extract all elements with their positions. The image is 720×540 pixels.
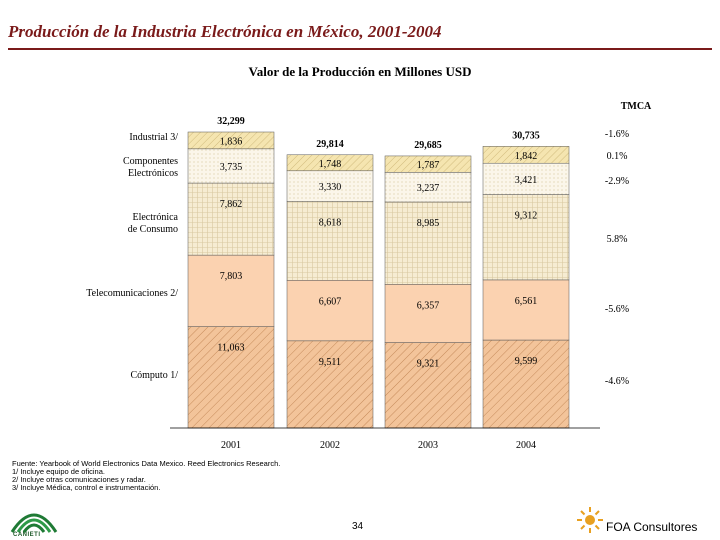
footnote-3: 3/ Incluye Médica, control e instrumenta…	[12, 483, 161, 492]
legend-label: Electrónicos	[128, 168, 178, 179]
x-tick-label: 2004	[516, 440, 536, 451]
bar-total-label: 30,735	[512, 130, 540, 141]
bar-value-label: 1,842	[515, 151, 538, 162]
bar-value-label: 8,985	[417, 218, 440, 229]
bar-segment	[384, 284, 472, 343]
bar-segment	[482, 162, 570, 195]
bar-segment	[187, 131, 275, 150]
bar-segment	[286, 340, 374, 429]
bar-segment	[482, 339, 570, 429]
bar-value-label: 1,748	[319, 159, 342, 170]
bar-value-label: 1,787	[417, 160, 440, 171]
bar-value-label: 3,330	[319, 182, 342, 193]
bar-segment	[187, 148, 275, 184]
bar-segment	[482, 194, 570, 281]
bar-value-label: 7,803	[220, 271, 243, 282]
tmca-label: -5.6%	[605, 304, 629, 315]
foa-brand: FOA Consultores	[606, 520, 698, 534]
bar-value-label: 9,312	[515, 211, 538, 222]
bar-segment	[482, 279, 570, 341]
bar-value-label: 3,237	[417, 183, 440, 194]
bar-segment	[384, 155, 472, 173]
bar-segment	[187, 254, 275, 327]
legend-label: Electrónica	[132, 212, 178, 223]
x-tick-label: 2001	[221, 440, 241, 451]
bar-value-label: 3,421	[515, 175, 538, 186]
bar-total-label: 29,814	[316, 139, 344, 150]
x-tick-label: 2003	[418, 440, 438, 451]
bar-segment	[384, 172, 472, 203]
bar-total-label: 29,685	[414, 140, 442, 151]
bar-segment	[482, 146, 570, 164]
page-title: Producción de la Industria Electrónica e…	[8, 22, 442, 41]
bar-segment	[384, 201, 472, 285]
bar-segment	[286, 154, 374, 172]
bar-segment	[286, 201, 374, 281]
tmca-header: TMCA	[621, 101, 652, 112]
x-tick-label: 2002	[320, 440, 340, 451]
bar-segment	[286, 170, 374, 202]
bar-value-label: 8,618	[319, 217, 342, 228]
bar-value-label: 6,607	[319, 296, 342, 307]
canieti-logo-text: CANIETI	[13, 532, 41, 538]
legend-label: Industrial 3/	[129, 132, 178, 143]
legend-label: Cómputo 1/	[130, 370, 178, 381]
bar-segment	[187, 326, 275, 429]
tmca-label: 0.1%	[607, 151, 628, 162]
footnote-source: Fuente: Yearbook of World Electronics Da…	[12, 459, 281, 468]
bar-value-label: 9,321	[417, 359, 440, 370]
bar-value-label: 1,836	[220, 136, 243, 147]
bar-value-label: 11,063	[217, 343, 244, 354]
bar-total-label: 32,299	[217, 116, 245, 127]
bar-segment	[384, 342, 472, 429]
page-number: 34	[352, 521, 364, 532]
bar-value-label: 6,561	[515, 296, 538, 307]
tmca-label: -4.6%	[605, 376, 629, 387]
title-rule	[8, 48, 712, 50]
footnote-1: 1/ Incluye equipo de oficina.	[12, 467, 105, 476]
chart-subtitle: Valor de la Producción en Millones USD	[248, 64, 472, 79]
legend-label: Telecomunicaciones 2/	[86, 288, 178, 299]
footnote-2: 2/ Incluye otras comunicaciones y radar.	[12, 475, 146, 484]
foa-sun-icon	[577, 507, 603, 533]
tmca-total-label: -1.6%	[605, 129, 629, 140]
legend-label: de Consumo	[128, 224, 178, 235]
bar-value-label: 9,599	[515, 356, 538, 367]
tmca-label: -2.9%	[605, 176, 629, 187]
bar-value-label: 6,357	[417, 300, 440, 311]
bar-value-label: 7,862	[220, 199, 243, 210]
tmca-label: 5.8%	[607, 234, 628, 245]
bar-segment	[286, 280, 374, 342]
canieti-logo	[10, 513, 58, 533]
bar-value-label: 9,511	[319, 357, 341, 368]
bar-value-label: 3,735	[220, 162, 243, 173]
bar-segment	[187, 182, 275, 256]
legend-label: Componentes	[123, 156, 178, 167]
